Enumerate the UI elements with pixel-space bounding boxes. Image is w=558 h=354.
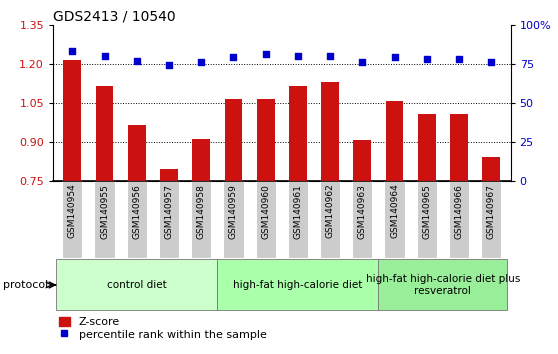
Bar (481, 181, 502, 258)
Bar (224, 99, 242, 181)
Bar (289, 86, 307, 181)
Bar (128, 125, 146, 181)
Legend: Z-score, percentile rank within the sample: Z-score, percentile rank within the samp… (59, 317, 266, 339)
Bar (94, 181, 115, 258)
Bar (218, 259, 378, 310)
Bar (352, 181, 373, 258)
Bar (191, 181, 211, 258)
Point (487, 59, 496, 65)
Text: GSM140961: GSM140961 (294, 184, 302, 239)
Text: GSM140958: GSM140958 (197, 184, 206, 239)
Text: GSM140959: GSM140959 (229, 184, 238, 239)
Point (68, 48, 77, 54)
Text: high-fat high-calorie diet plus
resveratrol: high-fat high-calorie diet plus resverat… (365, 274, 520, 296)
Bar (62, 181, 83, 258)
Text: GSM140962: GSM140962 (326, 184, 335, 238)
Bar (418, 114, 436, 181)
Text: GSM140956: GSM140956 (132, 184, 141, 239)
Bar (257, 99, 275, 181)
Point (422, 56, 431, 62)
Text: GDS2413 / 10540: GDS2413 / 10540 (53, 10, 176, 24)
Text: protocol: protocol (3, 280, 48, 290)
Text: GSM140964: GSM140964 (390, 184, 399, 238)
Bar (353, 140, 371, 181)
Bar (56, 259, 218, 310)
Point (165, 62, 174, 68)
Text: GSM140965: GSM140965 (422, 184, 431, 239)
Point (294, 53, 302, 59)
Bar (417, 181, 437, 258)
Bar (64, 60, 81, 181)
Text: GSM140955: GSM140955 (100, 184, 109, 239)
Text: GSM140954: GSM140954 (68, 184, 77, 238)
Bar (96, 86, 113, 181)
Text: GSM140963: GSM140963 (358, 184, 367, 239)
Bar (321, 82, 339, 181)
Point (261, 52, 270, 57)
Text: GSM140957: GSM140957 (165, 184, 174, 239)
Point (100, 53, 109, 59)
Text: control diet: control diet (107, 280, 167, 290)
Text: GSM140967: GSM140967 (487, 184, 496, 239)
Bar (256, 181, 276, 258)
Point (132, 58, 141, 63)
Bar (223, 181, 244, 258)
Bar (127, 181, 147, 258)
Point (326, 53, 335, 59)
Bar (378, 259, 507, 310)
Point (229, 55, 238, 60)
Point (358, 59, 367, 65)
Bar (386, 101, 403, 181)
Bar (160, 169, 178, 181)
Bar (384, 181, 405, 258)
Bar (159, 181, 179, 258)
Bar (288, 181, 308, 258)
Text: GSM140966: GSM140966 (455, 184, 464, 239)
Bar (450, 114, 468, 181)
Bar (482, 157, 500, 181)
Point (455, 56, 464, 62)
Text: GSM140960: GSM140960 (261, 184, 270, 239)
Text: high-fat high-calorie diet: high-fat high-calorie diet (233, 280, 363, 290)
Point (390, 55, 399, 60)
Point (197, 59, 206, 65)
Bar (320, 181, 340, 258)
Bar (193, 139, 210, 181)
Bar (449, 181, 469, 258)
